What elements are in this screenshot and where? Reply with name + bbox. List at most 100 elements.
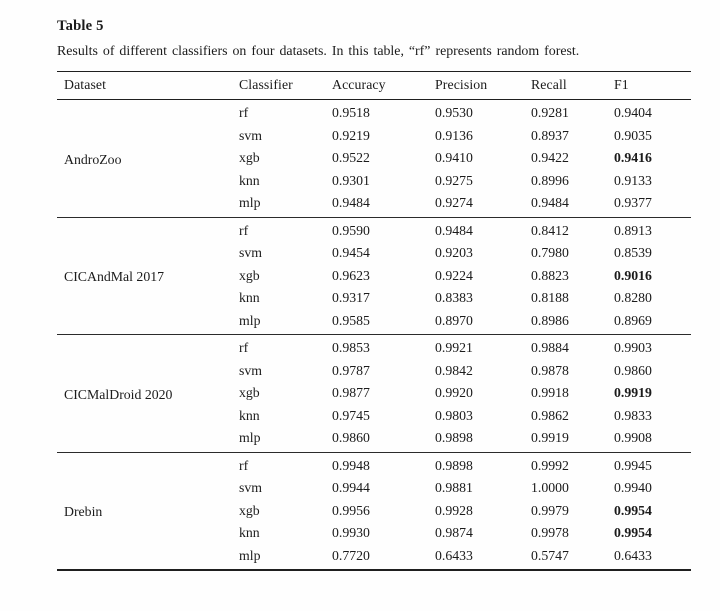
accuracy-cell: 0.9853: [332, 340, 370, 356]
f1-cell: 0.9945: [614, 457, 652, 473]
table-group: CICMalDroid 2020 rf 0.9853 0.9921 0.9884 0.99…: [57, 335, 691, 453]
table-row: AndroZoo rf 0.9518 0.9530 0.9281 0.9404: [57, 100, 691, 166]
precision-cell: 0.6433: [435, 547, 473, 563]
table-row: knn 0.9930 0.9874 0.9978 0.9954: [57, 522, 691, 545]
f1-cell: 0.8913: [614, 222, 652, 238]
recall-cell: 0.9918: [531, 385, 569, 401]
column-header-f1: F1: [614, 77, 629, 93]
recall-cell: 0.9992: [531, 457, 569, 473]
f1-cell: 0.9954: [614, 502, 652, 518]
accuracy-cell: 0.9590: [332, 222, 370, 238]
table-row: xgb 0.9623 0.9224 0.8823 0.9016: [57, 265, 691, 288]
precision-cell: 0.9920: [435, 385, 473, 401]
accuracy-cell: 0.9948: [332, 457, 370, 473]
accuracy-cell: 0.9877: [332, 385, 370, 401]
recall-cell: 0.9884: [531, 340, 569, 356]
table-row: knn 0.9317 0.8383 0.8188 0.8280: [57, 287, 691, 310]
accuracy-cell: 0.9219: [332, 127, 370, 143]
f1-cell: 0.8280: [614, 290, 652, 306]
recall-cell: 0.8937: [531, 127, 569, 143]
recall-cell: 0.7980: [531, 245, 569, 261]
classifier-cell: mlp: [239, 547, 261, 563]
table-row: mlp 0.9585 0.8970 0.8986 0.8969: [57, 310, 691, 335]
recall-cell: 0.8986: [531, 312, 569, 328]
precision-cell: 0.8383: [435, 290, 473, 306]
accuracy-cell: 0.9454: [332, 245, 370, 261]
precision-cell: 0.9224: [435, 267, 473, 283]
classifier-cell: knn: [239, 172, 260, 188]
recall-cell: 1.0000: [531, 480, 569, 496]
table-header: Dataset Classifier Accuracy Precision Recall…: [57, 71, 691, 100]
f1-cell: 0.9416: [614, 150, 652, 166]
precision-cell: 0.9898: [435, 430, 473, 446]
recall-cell: 0.9919: [531, 430, 569, 446]
table-row: svm 0.9454 0.9203 0.7980 0.8539: [57, 242, 691, 265]
column-header-recall: Recall: [531, 77, 567, 93]
classifier-cell: knn: [239, 525, 260, 541]
precision-cell: 0.9874: [435, 525, 473, 541]
classifier-cell: xgb: [239, 502, 260, 518]
table-row: xgb 0.9877 0.9920 0.9918 0.9919: [57, 382, 691, 405]
f1-cell: 0.9940: [614, 480, 652, 496]
dataset-cell: CICMalDroid 2020: [64, 386, 173, 402]
table-group: Drebin rf 0.9948 0.9898 0.9992 0.9945 svm 0.994…: [57, 452, 691, 571]
accuracy-cell: 0.9301: [332, 172, 370, 188]
table-caption: Results of different classifiers on four…: [57, 44, 580, 60]
accuracy-cell: 0.9484: [332, 195, 370, 211]
table-row: svm 0.9787 0.9842 0.9878 0.9860: [57, 360, 691, 383]
table-group: AndroZoo rf 0.9518 0.9530 0.9281 0.9404 svm 0.9…: [57, 100, 691, 218]
classifier-cell: rf: [239, 457, 249, 473]
recall-cell: 0.9862: [531, 407, 569, 423]
classifier-cell: mlp: [239, 312, 261, 328]
precision-cell: 0.9881: [435, 480, 473, 496]
f1-cell: 0.9954: [614, 525, 652, 541]
column-header-accuracy: Accuracy: [332, 77, 386, 93]
classifier-cell: knn: [239, 407, 260, 423]
f1-cell: 0.9377: [614, 195, 652, 211]
table-row: xgb 0.9956 0.9928 0.9979 0.9954: [57, 500, 691, 523]
table-row: CICAndMal 2017 rf 0.9590 0.9484 0.8412 0.8913: [57, 217, 691, 284]
header-row: Dataset Classifier Accuracy Precision Recall…: [57, 71, 691, 100]
recall-cell: 0.9878: [531, 362, 569, 378]
table-row: Drebin rf 0.9948 0.9898 0.9992 0.9945: [57, 452, 691, 519]
accuracy-cell: 0.9860: [332, 430, 370, 446]
precision-cell: 0.9898: [435, 457, 473, 473]
recall-cell: 0.9979: [531, 502, 569, 518]
accuracy-cell: 0.9585: [332, 312, 370, 328]
classifier-cell: xgb: [239, 150, 260, 166]
dataset-cell: Drebin: [64, 504, 103, 520]
accuracy-cell: 0.9522: [332, 150, 370, 166]
f1-cell: 0.8539: [614, 245, 652, 261]
classifier-cell: knn: [239, 290, 260, 306]
recall-cell: 0.9978: [531, 525, 569, 541]
recall-cell: 0.8996: [531, 172, 569, 188]
precision-cell: 0.9928: [435, 502, 473, 518]
recall-cell: 0.8412: [531, 222, 569, 238]
column-header-dataset: Dataset: [64, 77, 107, 93]
accuracy-cell: 0.9944: [332, 480, 370, 496]
recall-cell: 0.9281: [531, 105, 569, 121]
table-group: CICAndMal 2017 rf 0.9590 0.9484 0.8412 0.8913…: [57, 217, 691, 335]
column-header-precision: Precision: [435, 77, 488, 93]
table-article: Table 5 Results of different classifiers…: [57, 17, 691, 571]
table-row: mlp 0.9860 0.9898 0.9919 0.9908: [57, 427, 691, 452]
precision-cell: 0.9484: [435, 222, 473, 238]
f1-cell: 0.9404: [614, 105, 652, 121]
classifier-cell: mlp: [239, 430, 261, 446]
recall-cell: 0.5747: [531, 547, 569, 563]
f1-cell: 0.9860: [614, 362, 652, 378]
recall-cell: 0.9484: [531, 195, 569, 211]
precision-cell: 0.9136: [435, 127, 473, 143]
precision-cell: 0.9803: [435, 407, 473, 423]
recall-cell: 0.8823: [531, 267, 569, 283]
accuracy-cell: 0.9317: [332, 290, 370, 306]
dataset-cell: CICAndMal 2017: [64, 269, 165, 285]
f1-cell: 0.6433: [614, 547, 652, 563]
accuracy-cell: 0.9956: [332, 502, 370, 518]
table-row: knn 0.9301 0.9275 0.8996 0.9133: [57, 170, 691, 193]
f1-cell: 0.9133: [614, 172, 652, 188]
classifier-cell: svm: [239, 362, 262, 378]
f1-cell: 0.9903: [614, 340, 652, 356]
f1-cell: 0.9833: [614, 407, 652, 423]
